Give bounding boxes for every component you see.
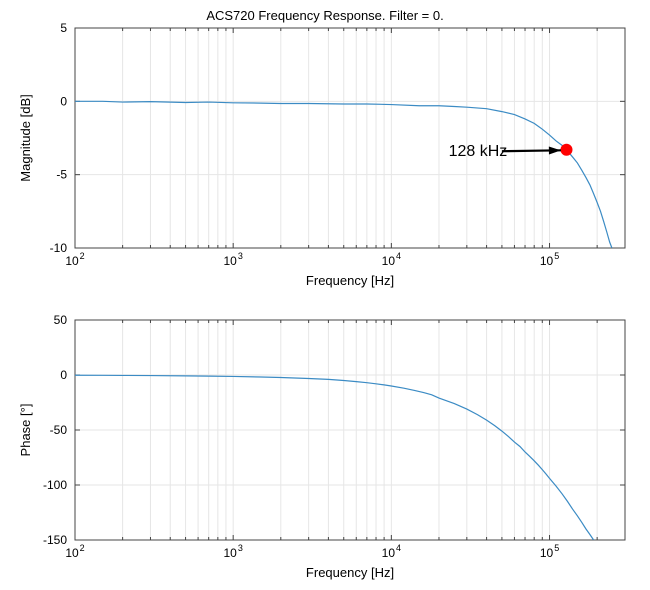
y-tick-label: 0 (60, 368, 67, 382)
figure-container: ACS720 Frequency Response. Filter = 0. -… (0, 0, 650, 585)
y-axis-label: Phase [°] (18, 404, 33, 457)
x-tick-label: 102 (65, 543, 84, 560)
cutoff-point (560, 144, 572, 156)
y-tick-label: -10 (50, 241, 68, 255)
y-axis-label: Magnitude [dB] (18, 94, 33, 181)
x-axis-label: Frequency [Hz] (306, 273, 394, 288)
x-tick-label: 102 (65, 251, 84, 268)
y-tick-label: -100 (43, 478, 67, 492)
x-tick-label: 105 (540, 251, 559, 268)
x-axis-label: Frequency [Hz] (306, 565, 394, 580)
y-tick-label: 5 (60, 21, 67, 35)
y-tick-label: 50 (54, 313, 68, 327)
x-tick-label: 105 (540, 543, 559, 560)
y-tick-label: -150 (43, 533, 67, 547)
y-tick-label: 0 (60, 94, 67, 108)
y-tick-label: -5 (56, 168, 67, 182)
annotation-label: 128 kHz (449, 143, 508, 160)
x-tick-label: 104 (382, 251, 401, 268)
y-tick-label: -50 (50, 423, 68, 437)
figure-title: ACS720 Frequency Response. Filter = 0. (0, 8, 650, 23)
x-tick-label: 104 (382, 543, 401, 560)
chart-svg: -10-505102103104105Frequency [Hz]Magnitu… (0, 0, 650, 585)
x-tick-label: 103 (223, 251, 242, 268)
x-tick-label: 103 (223, 543, 242, 560)
